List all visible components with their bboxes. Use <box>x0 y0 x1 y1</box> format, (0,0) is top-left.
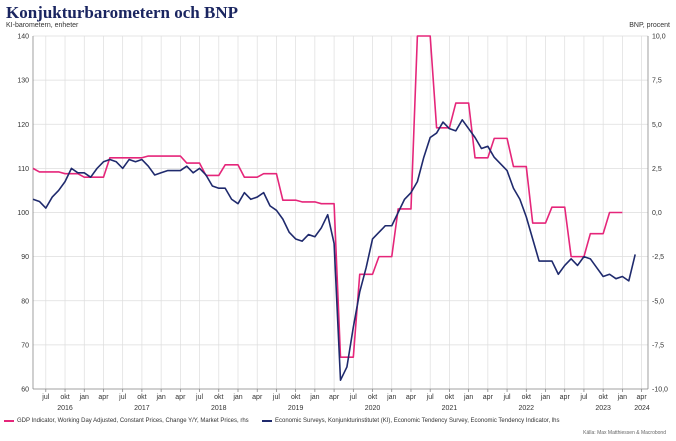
y-tick-label-right: 7,5 <box>652 78 662 85</box>
x-tick-label: jan <box>155 394 165 401</box>
legend-item-gdp: GDP Indicator, Working Day Adjusted, Con… <box>4 418 249 424</box>
x-tick-label: jul <box>426 394 434 401</box>
x-tick-label: okt <box>522 394 531 401</box>
x-tick-label: okt <box>137 394 146 401</box>
y-tick-label-right: 0,0 <box>652 210 662 217</box>
x-tick-label: okt <box>598 394 607 401</box>
chart-title: Konjukturbarometern och BNP <box>6 3 239 22</box>
x-tick-label: apr <box>252 394 263 401</box>
x-tick-label: jul <box>349 394 357 401</box>
x-tick-label: jul <box>195 394 203 401</box>
y-tick-label-left: 90 <box>21 254 29 261</box>
y-tick-label-left: 100 <box>17 210 29 217</box>
y-tick-label-right: -2,5 <box>652 254 664 261</box>
x-tick-label: jan <box>309 394 319 401</box>
y-tick-label-left: 140 <box>17 34 29 41</box>
x-tick-label: jul <box>503 394 511 401</box>
y-tick-label-left: 120 <box>17 122 29 129</box>
x-tick-label: okt <box>60 394 69 401</box>
y-tick-label-left: 60 <box>21 387 29 394</box>
x-year-label: 2021 <box>442 405 458 412</box>
right-axis-label: BNP, procent <box>629 22 670 29</box>
x-tick-label: okt <box>291 394 300 401</box>
x-year-label: 2022 <box>518 405 534 412</box>
y-tick-label-right: 10,0 <box>652 34 666 41</box>
x-year-label: 2016 <box>57 405 73 412</box>
x-tick-label: apr <box>637 394 648 401</box>
y-tick-label-right: -10,0 <box>652 387 668 394</box>
x-tick-label: apr <box>175 394 186 401</box>
x-tick-label: okt <box>214 394 223 401</box>
y-tick-label-left: 110 <box>18 166 29 173</box>
x-tick-label: jul <box>272 394 280 401</box>
series-line-ki <box>32 119 636 381</box>
x-tick-label: jan <box>79 394 89 401</box>
x-tick-label: apr <box>98 394 109 401</box>
x-tick-label: apr <box>329 394 340 401</box>
x-year-label: 2023 <box>595 405 611 412</box>
x-year-label: 2017 <box>134 405 150 412</box>
y-tick-label-left: 130 <box>17 78 29 85</box>
x-year-label: 2024 <box>634 405 650 412</box>
x-year-label: 2020 <box>365 405 381 412</box>
x-tick-label: apr <box>406 394 417 401</box>
legend-swatch-ki <box>262 420 272 422</box>
x-tick-label: apr <box>560 394 571 401</box>
legend-swatch-gdp <box>4 420 14 422</box>
y-tick-label-right: 2,5 <box>652 166 662 173</box>
legend-item-ki: Economic Surveys, Konjunkturinstitutet (… <box>262 418 559 424</box>
source-note: Källa: Max Matthiessen & Macrobond <box>583 430 666 436</box>
y-tick-label-right: -5,0 <box>652 298 664 305</box>
y-tick-label-left: 80 <box>21 298 29 305</box>
x-tick-label: okt <box>368 394 377 401</box>
y-tick-label-right: 5,0 <box>652 122 662 129</box>
legend-label-gdp: GDP Indicator, Working Day Adjusted, Con… <box>17 418 249 424</box>
x-tick-label: jan <box>232 394 242 401</box>
x-tick-label: jul <box>118 394 126 401</box>
x-tick-label: jan <box>463 394 473 401</box>
left-axis-label: KI-barometern, enheter <box>6 22 79 29</box>
x-tick-label: jan <box>617 394 627 401</box>
x-year-label: 2018 <box>211 405 227 412</box>
x-year-label: 2019 <box>288 405 304 412</box>
x-tick-label: jul <box>579 394 587 401</box>
x-tick-label: jul <box>41 394 49 401</box>
series-line-gdp <box>32 35 623 359</box>
x-tick-label: apr <box>483 394 494 401</box>
x-tick-label: okt <box>445 394 454 401</box>
y-tick-label-left: 70 <box>21 342 29 349</box>
y-tick-label-right: -7,5 <box>652 342 664 349</box>
x-tick-label: jan <box>540 394 550 401</box>
x-tick-label: jan <box>386 394 396 401</box>
legend-label-ki: Economic Surveys, Konjunkturinstitutet (… <box>275 418 560 424</box>
